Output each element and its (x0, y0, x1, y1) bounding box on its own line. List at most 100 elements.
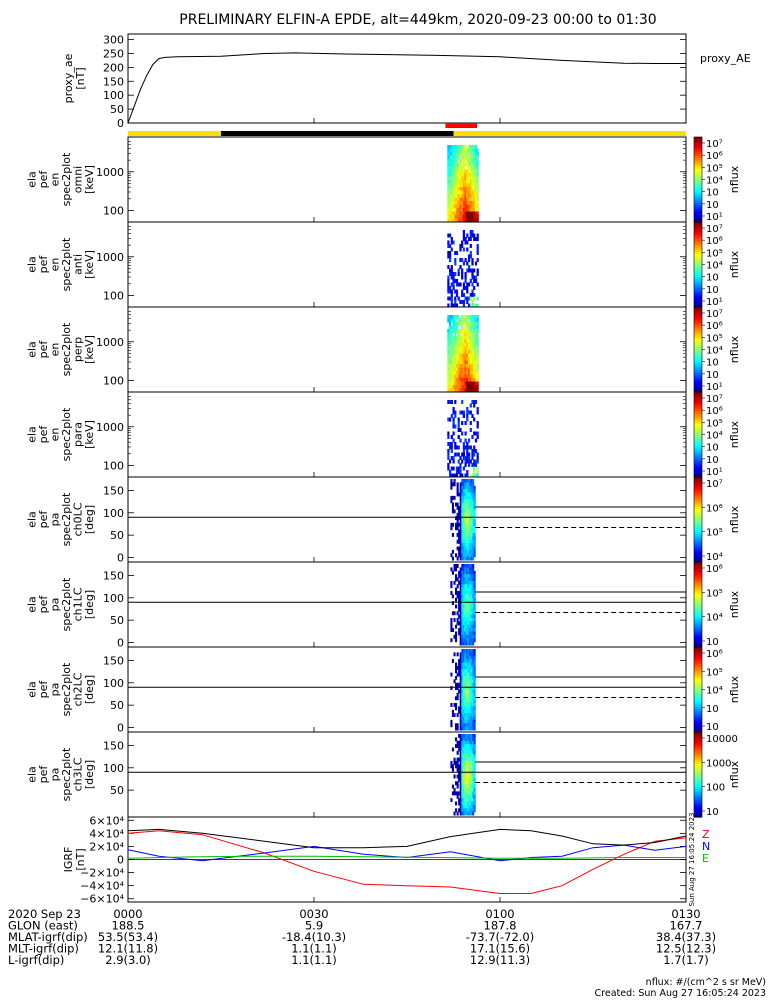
spec-perp-cell (477, 364, 479, 368)
pa-ch0LC-cell (474, 547, 476, 551)
spec-anti-cell (473, 234, 475, 238)
pa-ch3LC-cell (452, 748, 454, 752)
spec-anti-cell (470, 297, 472, 301)
pa-ch0LC-cell (474, 536, 476, 540)
igrf-ylabel-unit: [nT] (74, 848, 87, 870)
spec-anti-cell (463, 283, 465, 287)
pa-ch1LC-colorbar-tick-label: 10⁶ (706, 564, 723, 575)
pa-ch1LC-cell (450, 618, 452, 622)
pa-ch3LC-cell (474, 737, 476, 741)
spec-para-cell (454, 411, 456, 415)
spec-anti-cell (471, 230, 473, 234)
status-bar-yellow-2 (454, 131, 687, 136)
pa-ch0LC-cell (474, 516, 476, 520)
spec-perp-cell (477, 375, 479, 379)
spec-para-frame (128, 392, 686, 477)
spec-anti-cell (451, 290, 453, 294)
spec-anti-cell (470, 279, 472, 283)
spec-anti-cell (461, 269, 463, 273)
time-row-value: 1.1(1.1) (291, 953, 337, 967)
spec-para-cell (453, 432, 455, 436)
spec-perp-cell (477, 333, 479, 337)
pa-ch1LC-cell (474, 638, 476, 642)
footer-units: nflux: #/(cm^2 s sr MeV) (646, 977, 766, 988)
spec-para-cell (471, 435, 473, 439)
spec-perp-cell (451, 333, 453, 337)
pa-ch0LC-cell (457, 489, 459, 493)
spec-anti-colorbar-tick-label: 10⁶ (706, 236, 723, 247)
pa-ch1LC-colorbar-tick-label: 10⁴ (706, 613, 723, 624)
spec-para-cell (466, 442, 468, 446)
igrf-series-Z (128, 831, 686, 894)
igrf-legend-E: E (702, 852, 709, 865)
spec-anti-cell (461, 276, 463, 280)
spec-omni-ytick-label: 1000 (96, 166, 124, 179)
panel-spec-omni: 1000100elapefenspec2plotomni[keV]10⁷10⁶1… (26, 137, 742, 223)
spec-para-cell (463, 467, 465, 471)
spec-para-cell (463, 414, 465, 418)
pa-ch2LC-cell (454, 652, 456, 656)
pa-ch3LC-ytick-label: 150 (103, 739, 124, 752)
spec-perp-cell (477, 385, 479, 389)
pa-ch0LC-cell (457, 482, 459, 486)
spec-anti-cell (468, 283, 470, 287)
pa-ch3LC-cell (474, 785, 476, 789)
spec-para-cell (471, 456, 473, 460)
spec-para-colorbar-tick-label: 10⁴ (706, 431, 723, 442)
spec-para-cell (470, 404, 472, 408)
spec-para-cell (473, 467, 475, 471)
pa-ch3LC-cell (450, 761, 452, 765)
spec-anti-cell (451, 297, 453, 301)
spec-anti-cell (466, 262, 468, 266)
spec-para-cell (453, 407, 455, 411)
pa-ch0LC-cell (454, 482, 456, 486)
pa-ch0LC-cell (450, 526, 452, 530)
spec-anti-cell (475, 276, 477, 280)
spec-anti-cell (461, 290, 463, 294)
spec-perp-colorbar-tick-label: 10⁴ (706, 346, 723, 357)
spec-para-cell (453, 460, 455, 464)
proxy-ae-ytick-label: 100 (103, 89, 124, 102)
pa-ch0LC-ytick-label: 150 (103, 484, 124, 497)
pa-ch1LC-cell (455, 574, 457, 578)
spec-anti-cell (453, 276, 455, 280)
pa-ch2LC-cell (474, 706, 476, 710)
proxy-ae-line (128, 53, 686, 123)
spec-anti-cell (456, 293, 458, 297)
pa-ch2LC-cell (450, 673, 452, 677)
spec-anti-cell (465, 237, 467, 241)
spec-omni-frame (128, 137, 686, 222)
pa-ch1LC-cell (457, 618, 459, 622)
pa-ch1LC-ylabel-line: [deg] (83, 590, 96, 619)
pa-ch2LC-colorbar-tick-label: 10⁳ (706, 704, 719, 715)
spec-perp-cell (477, 322, 479, 326)
spec-para-cell (477, 456, 479, 460)
spec-para-cell (454, 400, 456, 404)
spec-anti-cell (453, 241, 455, 245)
spec-anti-cell (449, 244, 451, 248)
pa-ch1LC-cell (454, 618, 456, 622)
spec-anti-cell (453, 283, 455, 287)
spec-anti-cell (449, 251, 451, 255)
spec-anti-cell (463, 293, 465, 297)
spec-para-cell (453, 467, 455, 471)
pa-ch1LC-cell (455, 567, 457, 571)
spec-para-colorbar-tick-label: 10¹ (706, 467, 723, 478)
spec-omni-cell (465, 145, 467, 149)
spec-perp-colorbar-label: nflux (728, 335, 741, 363)
spec-anti-cell (466, 248, 468, 252)
spec-para-cell (451, 435, 453, 439)
pa-ch2LC-cell (474, 690, 476, 694)
spec-omni-cell (458, 156, 460, 160)
spec-para-cell (465, 432, 467, 436)
pa-ch0LC-cell (450, 486, 452, 490)
pa-ch3LC-cell (474, 775, 476, 779)
spec-para-cell (470, 460, 472, 464)
panel-pa-ch2LC: 150100500elapefpaspec2plotch2LC[deg]10⁶1… (26, 647, 742, 735)
spec-perp-colorbar-tick-label: 10⁶ (706, 321, 723, 332)
pa-ch2LC-cell (455, 703, 457, 707)
pa-ch2LC-cell (474, 649, 476, 653)
spec-omni-colorbar-label: nflux (728, 165, 741, 193)
spec-anti-cell (449, 258, 451, 262)
spec-anti-cell (473, 297, 475, 301)
